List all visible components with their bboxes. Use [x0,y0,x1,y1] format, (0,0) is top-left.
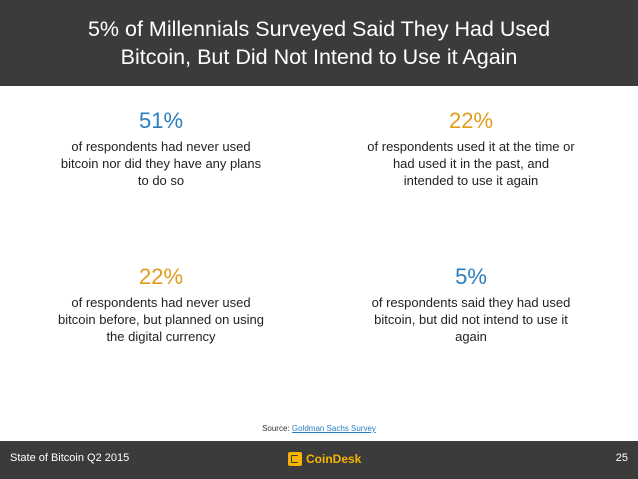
stat-description-line: intended to use it again [403,173,539,188]
stat-description-line: of respondents had never used [71,295,251,310]
coindesk-logo-text: CoinDesk [306,452,362,466]
footer-report-title: State of Bitcoin Q2 2015 [10,452,130,464]
stat-description-line: of respondents had never used [71,139,251,154]
stat-description-line: the digital currency [106,329,216,344]
stat-percent: 51% [138,108,184,133]
stat-block-used-and-intend: 22% of respondents used it at the time o… [336,108,606,189]
slide-footer: State of Bitcoin Q2 2015 CoinDesk 25 [0,441,638,479]
slide-title-line-1: 5% of Millennials Surveyed Said They Had… [87,17,551,41]
source-link[interactable]: Goldman Sachs Survey [291,424,376,433]
stat-description-line: bitcoin, but did not intend to use it [374,312,568,327]
slide-title-line-2: Bitcoin, But Did Not Intend to Use it Ag… [120,45,518,69]
source-note: Source: Goldman Sachs Survey [0,424,638,433]
stat-description-line: to do so [137,173,185,188]
source-label: Source: [262,424,290,433]
stat-description-line: bitcoin nor did they have any plans [60,156,262,171]
stat-block-planned-use: 22% of respondents had never used bitcoi… [26,264,296,345]
coindesk-logo-icon [288,452,302,466]
stat-description-line: had used it in the past, and [392,156,550,171]
stat-percent: 5% [455,264,487,289]
stat-percent: 22% [138,264,184,289]
stat-description-line: again [455,329,487,344]
page-number: 25 [615,452,628,464]
stat-description-line: of respondents said they had used [371,295,571,310]
slide-header: 5% of Millennials Surveyed Said They Had… [0,0,638,86]
stat-block-used-not-again: 5% of respondents said they had used bit… [336,264,606,345]
stat-description-line: bitcoin before, but planned on using [58,312,264,327]
stat-percent: 22% [448,108,494,133]
coindesk-logo: CoinDesk [288,452,361,466]
stat-description-line: of respondents used it at the time or [367,139,575,154]
stat-block-never-used: 51% of respondents had never used bitcoi… [26,108,296,189]
